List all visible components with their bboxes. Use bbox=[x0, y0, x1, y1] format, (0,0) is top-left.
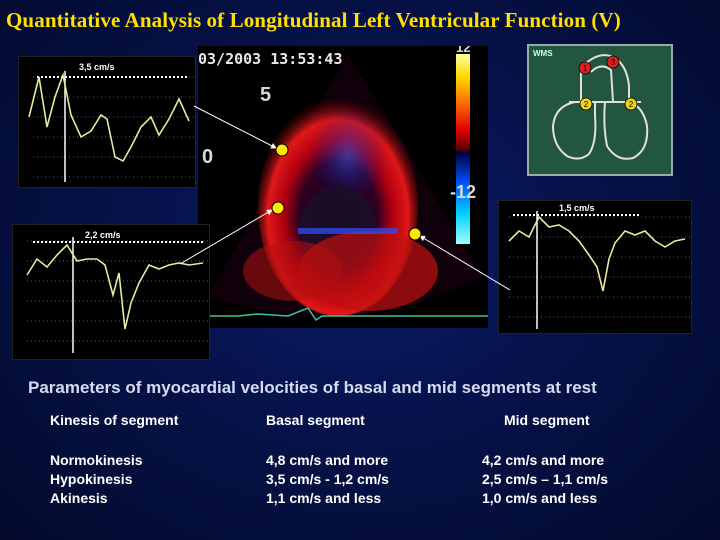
velocity-panel-lateral: 1,5 cm/s bbox=[498, 200, 692, 334]
scale-top-label: 12 bbox=[456, 46, 471, 55]
table-subtitle: Parameters of myocardial velocities of b… bbox=[28, 378, 597, 397]
row-kinesis: Hypokinesis bbox=[50, 471, 133, 487]
velocity-label: 2,2 cm/s bbox=[85, 230, 121, 240]
ecg-trace bbox=[198, 307, 488, 322]
wms-segment-3 bbox=[579, 97, 593, 111]
wms-score-2: 3 bbox=[611, 58, 616, 67]
echo-sector bbox=[198, 54, 488, 322]
table-column-kinesis: Normokinesis Hypokinesis Akinesis bbox=[50, 451, 143, 508]
row-basal: 1,1 cm/s and less bbox=[266, 490, 382, 506]
velocity-panel-basal-septal: 3,5 cm/s bbox=[18, 56, 196, 188]
slide-title: Quantitative Analysis of Longitudinal Le… bbox=[6, 8, 621, 32]
velocity-label: 1,5 cm/s bbox=[559, 203, 595, 213]
wms-segment-1 bbox=[578, 61, 592, 75]
velocity-panel-mid-septal: 2,2 cm/s bbox=[12, 224, 210, 360]
row-kinesis: Normokinesis bbox=[50, 452, 143, 468]
row-mid: 4,2 cm/s and more bbox=[482, 452, 605, 468]
echo-timestamp: 03/2003 13:53:43 bbox=[198, 50, 343, 68]
header-mid: Mid segment bbox=[504, 412, 590, 428]
depth-mark-5: 5 bbox=[260, 84, 272, 106]
wall-motion-score-diagram: WMS 1 3 2 2 bbox=[527, 44, 673, 176]
wms-score-1: 1 bbox=[583, 64, 588, 73]
header-kinesis: Kinesis of segment bbox=[50, 412, 179, 428]
wms-label: WMS bbox=[533, 49, 553, 58]
velocity-label: 3,5 cm/s bbox=[79, 62, 115, 72]
velocity-trace bbox=[28, 72, 190, 163]
table-column-basal: 4,8 cm/s and more 3,5 cm/s - 1,2 cm/s 1,… bbox=[266, 451, 389, 508]
row-basal: 4,8 cm/s and more bbox=[266, 452, 389, 468]
velocity-trace bbox=[508, 215, 686, 292]
scale-bottom-label: -12 bbox=[450, 182, 477, 202]
velocity-color-scale bbox=[456, 54, 470, 244]
depth-mark-0: 0 bbox=[202, 146, 214, 168]
wms-segment-4 bbox=[624, 97, 638, 111]
row-basal: 3,5 cm/s - 1,2 cm/s bbox=[266, 471, 389, 487]
wms-score-3: 2 bbox=[584, 100, 589, 109]
velocity-trace bbox=[26, 243, 204, 330]
heart-schematic: 1 3 2 2 bbox=[551, 54, 649, 160]
echo-doppler-image: 03/2003 13:53:43 5 0 12 -12 bbox=[198, 46, 488, 328]
row-kinesis: Akinesis bbox=[50, 490, 108, 506]
wms-segment-2 bbox=[606, 55, 620, 69]
header-basal: Basal segment bbox=[266, 412, 365, 428]
wms-score-4: 2 bbox=[629, 100, 634, 109]
table-column-mid: 4,2 cm/s and more 2,5 cm/s – 1,1 cm/s 1,… bbox=[482, 451, 608, 508]
row-mid: 2,5 cm/s – 1,1 cm/s bbox=[482, 471, 609, 487]
row-mid: 1,0 cm/s and less bbox=[482, 490, 598, 506]
